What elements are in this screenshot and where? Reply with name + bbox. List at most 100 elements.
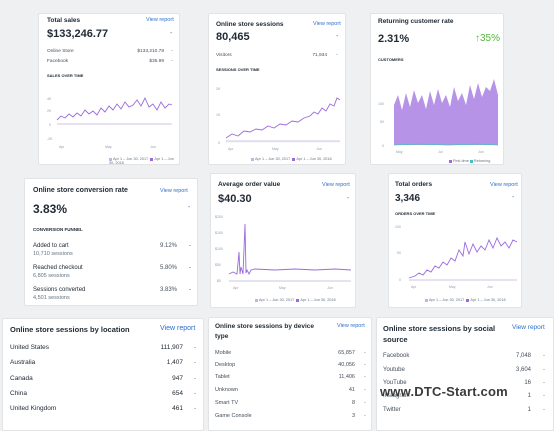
view-report-link[interactable]: View report [146,17,174,23]
device-label: Mobile [215,350,232,356]
funnel-step-label: Added to cart [33,243,69,249]
device-dash: - [364,350,366,356]
view-report-link[interactable]: View report [337,323,365,329]
view-report-link[interactable]: View report [490,182,518,188]
y-tick: $200 [215,215,223,219]
y-tick: $50 [215,263,221,267]
chart-title: CUSTOMERS [378,57,404,62]
conversion-rate-value: 3.83% [33,202,68,216]
device-dash: - [364,387,366,393]
funnel-step-dash: - [189,287,191,293]
sessions-card: Online store sessions View report 80,465… [208,13,346,165]
breakdown-value: $133,210.78 [137,49,164,54]
card-title: Returning customer rate [378,18,454,25]
social-label: Youtube [383,367,405,373]
sessions-2018-line [225,97,341,139]
device-dash: - [364,413,366,419]
comparison-dash: - [347,195,350,202]
device-label: Game Console [215,413,252,419]
device-dash: - [364,362,366,368]
aov-card: Average order value View report $40.30 -… [210,173,356,308]
location-value: 461 [172,405,183,412]
view-report-link[interactable]: View report [160,188,188,194]
y-tick: 4K [47,97,52,101]
breakdown-dash: - [336,53,338,58]
location-value: 1,407 [166,359,183,366]
view-report-link[interactable]: View report [160,325,196,332]
x-tick: Jun [478,150,484,154]
device-label: Desktop [215,362,236,368]
sessions-by-device-card: Online store sessions by device type Vie… [208,317,372,431]
funnel-step-value: 5.80% [159,265,177,271]
y-tick: $100 [215,247,223,251]
aov-2018-line [228,223,352,276]
chart-legend: Apr 1 – Jun 30, 2017 Apr 1 – Jun 30, 201… [255,298,336,302]
chart-legend: Apr 1 – Jun 30, 2017 Apr 1 – Jun 30, 201… [251,157,332,161]
view-report-link[interactable]: View report [322,182,350,188]
orders-over-time-chart: 100 50 0 Apr May Jun [395,225,518,289]
total-sales-card: Total sales View report $133,246.77 - On… [38,13,180,165]
x-tick: Apr [233,286,239,290]
y-tick: $150 [215,231,223,235]
location-value: 654 [172,390,183,397]
x-tick: May [272,147,279,151]
x-tick: May [105,145,112,149]
x-tick: May [279,286,286,290]
location-label: China [10,390,27,397]
breakdown-dash: - [171,49,173,54]
y-tick: 50 [397,251,401,255]
card-title: Online store conversion rate [33,187,128,194]
location-dash: - [194,390,197,397]
x-tick: Apr [411,285,417,289]
y-tick: -2K [47,137,53,141]
device-dash: - [364,400,366,406]
location-label: Australia [10,359,36,366]
y-tick: 2K [47,109,52,113]
card-title: Total sales [47,17,81,24]
view-report-link[interactable]: View report [313,21,341,27]
social-label: Facebook [383,353,410,359]
social-value: 1 [527,393,531,399]
view-report-link[interactable]: View report [512,324,545,331]
location-label: United Kingdom [10,405,57,412]
breakdown-dash: - [171,59,173,64]
funnel-step-sessions: 10,710 sessions [33,251,73,257]
x-tick: Apr [59,145,65,149]
customers-chart: 100 50 0 May Jul Jun [378,79,499,154]
conversion-rate-card: Online store conversion rate View report… [24,178,198,306]
location-label: United States [10,344,50,351]
chart-legend: Apr 1 – Jun 30, 2017 Apr 1 – Jun 30, 201… [425,298,506,302]
total-orders-card: Total orders View report 3,346 - ORDERS … [388,173,522,308]
chart-legend: Apr 1 – Jun 30, 2017 Apr 1 – Jun 30, 201… [109,157,174,165]
returning-change: ↑35% [475,33,501,44]
card-title: Online store sessions by location [10,325,130,334]
aov-chart: $200 $150 $100 $50 $0 Apr May Jun [215,215,352,290]
x-tick: Apr [228,147,234,151]
y-tick: 100 [378,102,384,106]
card-title: Online store sessions [216,21,284,28]
funnel-step-label: Sessions converted [33,287,86,293]
device-value: 3 [351,413,355,419]
breakdown-value: 71,934 [312,53,327,58]
y-tick: $0 [217,279,221,283]
card-title: Online store sessions by social source [383,324,496,344]
social-label: YouTube [383,380,407,386]
y-tick: 50 [380,120,384,124]
sessions-value: 80,465 [216,31,250,43]
social-value: 7,048 [515,353,531,359]
location-dash: - [194,375,197,382]
funnel-step-sessions: 4,501 sessions [33,295,70,301]
y-tick: 0 [218,141,220,145]
comparison-dash: - [170,30,173,37]
orders-value: 3,346 [395,193,421,204]
funnel-title: CONVERSION FUNNEL [33,227,83,232]
y-tick: 2K [216,87,221,91]
x-tick: Jun [150,145,156,149]
x-tick: May [396,150,403,154]
watermark: www.DTC-Start.com [380,384,508,399]
funnel-step-label: Reached checkout [33,265,83,271]
location-dash: - [194,359,197,366]
y-tick: 100 [395,225,401,229]
returning-rate-value: 2.31% [378,33,410,45]
x-tick: Jun [327,286,333,290]
